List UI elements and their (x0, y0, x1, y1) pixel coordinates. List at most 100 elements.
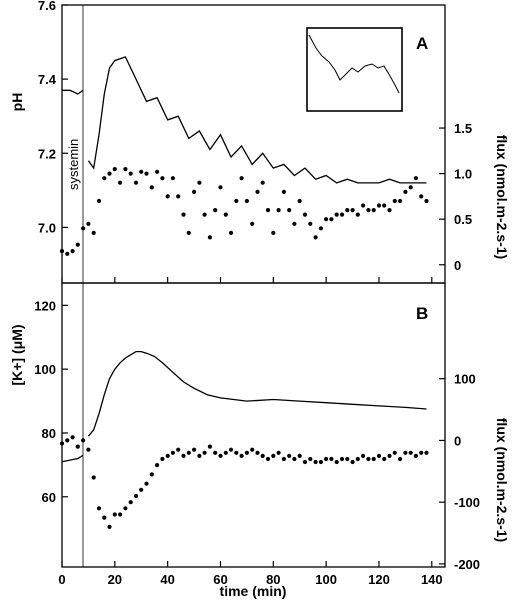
series-point (192, 447, 197, 452)
series-point (424, 198, 429, 204)
y-tick-label: 7.2 (38, 146, 56, 161)
series-point (260, 453, 265, 458)
series-point (361, 203, 366, 208)
series-point (218, 185, 223, 190)
series-point (228, 230, 234, 235)
series-point (96, 506, 102, 511)
series-point (59, 441, 65, 446)
series-point (250, 447, 255, 452)
series-point (181, 453, 186, 458)
series-point (128, 171, 133, 176)
series-point (70, 435, 75, 440)
series-point (308, 456, 313, 462)
y-tick-label: 7.0 (38, 220, 56, 235)
series-point (297, 198, 302, 204)
series-point (202, 450, 207, 455)
series-point (271, 230, 276, 235)
panel-label-b: B (416, 304, 428, 323)
series-point (302, 459, 308, 465)
series-point (339, 456, 345, 462)
series-point (107, 171, 112, 176)
series-point (281, 456, 286, 462)
series-point (387, 208, 392, 213)
series-point (329, 456, 334, 462)
y-axis-label-ph: pH (9, 93, 25, 112)
series-point (239, 453, 244, 458)
series-point (197, 180, 202, 185)
series-point (186, 450, 191, 455)
series-point (123, 506, 128, 511)
y-tick-label: 100 (34, 362, 56, 377)
series-point (75, 444, 80, 449)
y2-tick-label: -200 (454, 557, 480, 572)
x-tick-label: 0 (58, 572, 65, 587)
series-point (424, 450, 429, 455)
series-point (297, 453, 302, 458)
series-point (265, 456, 271, 462)
y2-tick-label: 1.5 (454, 121, 472, 136)
y-tick-label: 7.6 (38, 0, 56, 13)
series-point (276, 208, 281, 213)
series-point (213, 450, 218, 455)
series-point (149, 185, 154, 190)
x-tick-label: 20 (108, 572, 122, 587)
series-line (61, 350, 427, 463)
series-point (186, 230, 191, 235)
series-point (170, 176, 175, 181)
series-point (144, 171, 149, 176)
series-point (387, 453, 392, 458)
series-point (329, 217, 334, 222)
x-tick-label: 60 (213, 572, 227, 587)
series-point (413, 176, 418, 181)
series-point (133, 180, 139, 185)
series-point (133, 493, 139, 499)
series-point (170, 450, 175, 455)
series-point (413, 453, 418, 458)
y-tick-label: 7.4 (38, 72, 57, 87)
series-point (382, 203, 387, 208)
series-point (334, 459, 339, 465)
series-point (123, 167, 128, 172)
series-point (313, 235, 318, 240)
series-line (62, 56, 427, 184)
series-point (345, 456, 350, 462)
inset-trace (308, 34, 400, 94)
panel-label-a: A (416, 34, 428, 53)
panel-b-frame (61, 282, 446, 568)
series-point (75, 242, 80, 247)
series-point (334, 212, 339, 217)
x-tick-label: 120 (368, 572, 390, 587)
y2-axis-label-b: flux (nmol.m-2.s-1) (494, 418, 510, 542)
series-point (112, 512, 117, 517)
series-point (302, 212, 308, 217)
y2-tick-label: 0.5 (454, 212, 472, 227)
x-tick-label: 100 (315, 572, 337, 587)
series-point (65, 251, 70, 256)
series-point (139, 169, 144, 174)
series-point (218, 453, 223, 458)
y-tick-label: 80 (42, 426, 56, 441)
series-point (276, 450, 281, 455)
x-axis-label: time (min) (220, 583, 287, 599)
series-point (91, 475, 96, 480)
series-point (308, 221, 313, 226)
series-point (382, 456, 387, 462)
series-point (207, 444, 212, 449)
series-point (371, 208, 376, 213)
series-point (403, 189, 408, 194)
y2-tick-label: -100 (454, 495, 480, 510)
series-point (107, 524, 112, 530)
series-point (255, 450, 260, 455)
series-point (86, 221, 91, 226)
series-point (223, 212, 228, 217)
series-point (403, 450, 408, 455)
series-point (292, 221, 297, 226)
series-point (192, 189, 197, 194)
series-point (202, 212, 207, 217)
y-axis-label-k: [K+] (μM) (9, 324, 25, 385)
series-point (324, 217, 329, 222)
x-tick-label: 140 (421, 572, 443, 587)
series-point (239, 176, 244, 181)
series-point (339, 212, 345, 217)
series-point (165, 194, 170, 199)
